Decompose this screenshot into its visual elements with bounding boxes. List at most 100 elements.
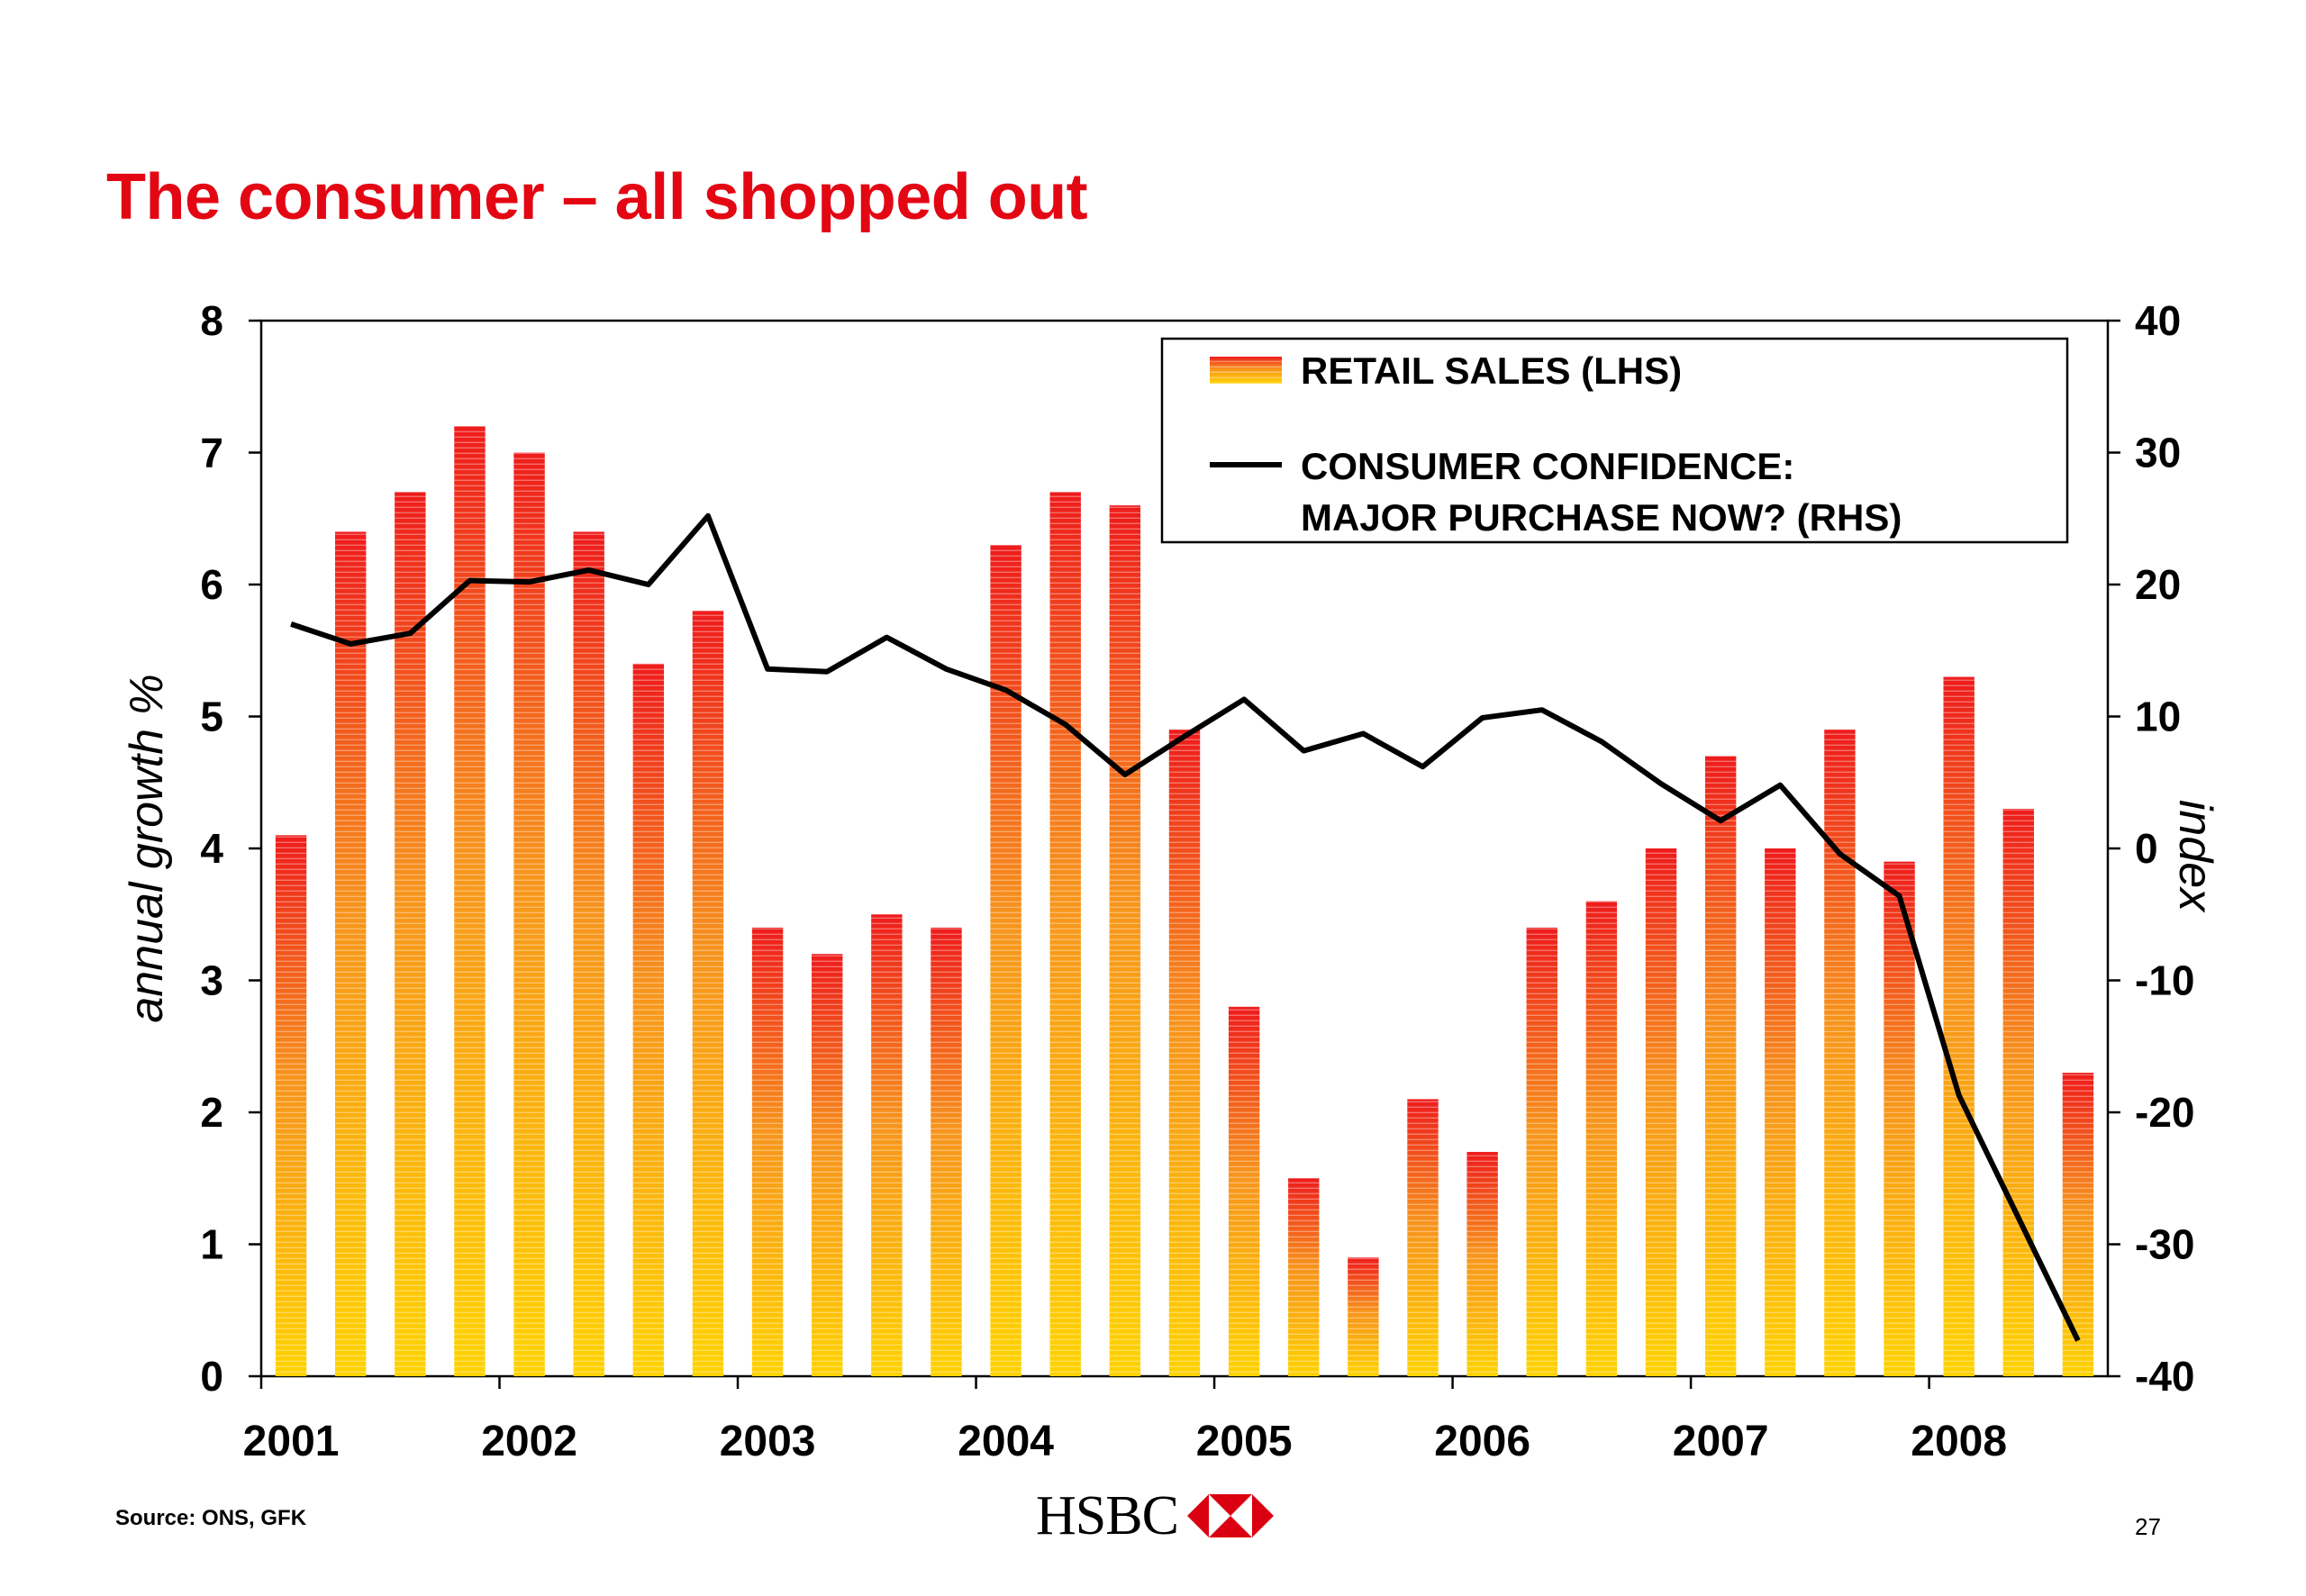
bar-retail-sales — [1765, 848, 1796, 1376]
bar-texture — [2062, 1073, 2094, 1376]
y-right-tick-label: 40 — [2135, 297, 2181, 344]
y-left-tick-label: 8 — [200, 297, 223, 344]
bar-texture — [1168, 730, 1201, 1376]
y-right-axis-title: index — [2169, 800, 2221, 913]
bar-texture — [931, 927, 962, 1376]
bar-texture — [1348, 1257, 1379, 1376]
x-tick-label: 2005 — [1196, 1418, 1293, 1465]
legend-box — [1160, 337, 2069, 544]
x-tick-label: 2006 — [1434, 1418, 1530, 1465]
bar-retail-sales — [2062, 1073, 2094, 1376]
bar-retail-sales — [1228, 1006, 1260, 1376]
y-right-tick-label: -40 — [2135, 1353, 2194, 1400]
bar-retail-sales — [812, 954, 843, 1376]
consumer-confidence-line — [290, 512, 2081, 1342]
y-right-tick-label: -20 — [2135, 1089, 2194, 1136]
bar-retail-sales — [454, 426, 486, 1377]
x-tick-label: 2002 — [481, 1418, 577, 1465]
y-right-tick-label: 0 — [2135, 825, 2158, 872]
y-left-tick-label: 1 — [200, 1221, 223, 1268]
bar-retail-sales — [1704, 756, 1737, 1376]
bar-retail-sales — [335, 531, 367, 1376]
legend-swatch-texture — [1210, 357, 1282, 384]
x-tick-label: 2003 — [720, 1418, 816, 1465]
legend-label-consumer-confidence-line2: MAJOR PURCHASE NOW? (RHS) — [1301, 496, 1902, 539]
bar-texture — [632, 663, 665, 1376]
bar-retail-sales — [1884, 861, 1915, 1376]
slide-title: The consumer – all shopped out — [106, 161, 1088, 233]
bar-texture — [1704, 756, 1737, 1376]
bar-retail-sales — [990, 545, 1021, 1376]
page-number: 27 — [2135, 1513, 2161, 1540]
bar-texture — [1645, 848, 1677, 1376]
y-left-tick-label: 2 — [200, 1089, 223, 1136]
bar-texture — [1049, 492, 1081, 1376]
y-right-tick-label: 20 — [2135, 561, 2181, 608]
bar-texture — [335, 531, 367, 1376]
x-tick-label: 2008 — [1911, 1418, 2007, 1465]
bar-retail-sales — [395, 492, 426, 1376]
y-right-tick-label: 10 — [2135, 694, 2181, 740]
y-left-tick-label: 7 — [200, 430, 223, 476]
bar-retail-sales — [573, 531, 604, 1376]
bar-retail-sales — [1288, 1178, 1320, 1376]
bar-retail-sales — [1645, 848, 1677, 1376]
bar-retail-sales — [871, 914, 903, 1376]
bar-texture — [395, 492, 426, 1376]
bar-retail-sales — [2002, 809, 2034, 1376]
consumer-confidence-line-group — [290, 512, 2081, 1342]
bar-texture — [1526, 927, 1557, 1376]
bar-retail-sales — [513, 452, 545, 1376]
bar-retail-sales — [1526, 927, 1557, 1376]
bar-retail-sales — [1585, 901, 1618, 1376]
bar-retail-sales — [632, 663, 665, 1376]
bar-retail-sales — [1943, 676, 1975, 1376]
legend-label-consumer-confidence-line1: CONSUMER CONFIDENCE: — [1301, 445, 1794, 487]
bar-retail-sales — [931, 927, 962, 1376]
retail-sales-bars — [275, 426, 2094, 1377]
legend-label-retail-sales: RETAIL SALES (LHS) — [1301, 349, 1682, 392]
bar-texture — [1466, 1151, 1498, 1376]
bar-retail-sales — [1824, 730, 1856, 1376]
y-right-tick-label: 30 — [2135, 430, 2181, 476]
bar-texture — [1765, 848, 1796, 1376]
bar-texture — [454, 426, 486, 1377]
bar-retail-sales — [1407, 1099, 1439, 1376]
bar-texture — [1884, 861, 1915, 1376]
bar-texture — [1943, 676, 1975, 1376]
hsbc-hexagon-icon — [1186, 1494, 1274, 1537]
bar-retail-sales — [1168, 730, 1201, 1376]
bar-texture — [751, 927, 784, 1376]
bar-retail-sales — [1348, 1257, 1379, 1376]
y-left-axis-title: annual growth % — [121, 674, 173, 1022]
bar-texture — [871, 914, 903, 1376]
y-left-tick-label: 0 — [200, 1353, 223, 1400]
y-left-tick-label: 5 — [200, 694, 223, 740]
bar-texture — [2002, 809, 2034, 1376]
bar-retail-sales — [692, 611, 724, 1376]
bar-texture — [1585, 901, 1618, 1376]
y-left-tick-label: 6 — [200, 561, 223, 608]
bar-retail-sales — [1049, 492, 1081, 1376]
x-tick-label: 2004 — [958, 1418, 1054, 1465]
bar-texture — [573, 531, 604, 1376]
source-note: Source: ONS, GFK — [115, 1506, 307, 1530]
bar-retail-sales — [1109, 505, 1141, 1376]
legend: RETAIL SALES (LHS) CONSUMER CONFIDENCE: MA… — [1160, 337, 2069, 544]
bar-retail-sales — [1466, 1151, 1498, 1376]
axes: 0 1 2 3 4 5 6 7 8 -40 -30 -20 -10 0 10 20 30 40 2001 2002 20… — [121, 297, 2221, 1465]
hsbc-logo: HSBC — [1036, 1488, 1274, 1544]
y-left-tick-label: 4 — [200, 825, 223, 872]
bar-texture — [513, 452, 545, 1376]
bar-texture — [812, 954, 843, 1376]
hsbc-wordmark: HSBC — [1036, 1485, 1179, 1546]
x-tick-label: 2007 — [1673, 1418, 1769, 1465]
bar-texture — [1288, 1178, 1320, 1376]
bar-texture — [1109, 505, 1141, 1376]
y-left-tick-label: 3 — [200, 957, 223, 1004]
bar-texture — [275, 835, 307, 1376]
bar-texture — [1407, 1099, 1439, 1376]
x-tick-label: 2001 — [243, 1418, 340, 1465]
y-right-tick-label: -10 — [2135, 957, 2194, 1004]
